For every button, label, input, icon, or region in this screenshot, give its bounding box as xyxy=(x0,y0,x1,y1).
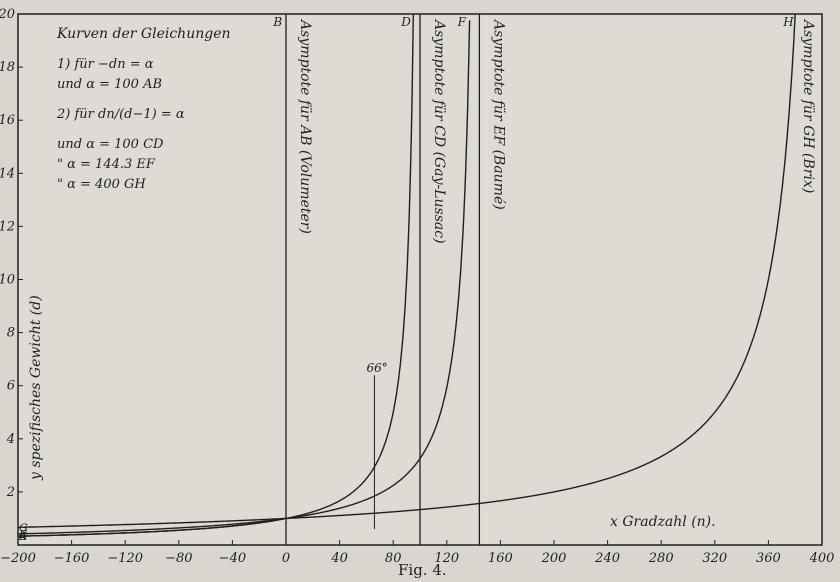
y-tick-label: 18 xyxy=(0,60,15,75)
x-tick-label: 240 xyxy=(594,551,620,566)
legend-line-3: 2) für dn/(d−1) = α xyxy=(56,107,185,122)
tick-layer: −200 −160 −120 −80 −40 0 40 80 120 160 200 240 280 32… xyxy=(0,7,834,566)
asymptote-layer: Asymptote für AB (Volumeter) Asymptote fü… xyxy=(285,14,816,545)
series-start-label: C xyxy=(19,530,28,543)
x-tick-label: −40 xyxy=(219,551,246,566)
legend-line-6: " α = 400 GH xyxy=(57,177,146,192)
x-axis-label: x Gradzahl (n). xyxy=(610,514,716,530)
asymptote-label: Asymptote für EF (Baumé) xyxy=(490,18,506,210)
chart-title: Kurven der Gleichungen xyxy=(56,26,231,42)
x-tick-label: 120 xyxy=(434,551,459,566)
asymptote-label: Asymptote für CD (Gay-Lussac) xyxy=(431,18,447,244)
x-tick-label: −200 xyxy=(0,551,36,566)
x-tick-label: 400 xyxy=(809,551,835,566)
series-end-label: B xyxy=(272,15,282,29)
series-end-label: H xyxy=(782,15,794,29)
y-tick-label: 8 xyxy=(7,326,15,341)
annotation-label: 66° xyxy=(366,361,387,375)
series-end-label: F xyxy=(457,15,467,29)
x-tick-label: 280 xyxy=(648,551,674,566)
y-tick-label: 10 xyxy=(0,273,15,288)
figure-caption: Fig. 4. xyxy=(398,561,447,579)
x-tick-label: −160 xyxy=(54,551,90,566)
annotation-layer: 66° xyxy=(366,361,388,530)
series-line-ef xyxy=(18,20,471,535)
x-tick-label: 40 xyxy=(330,551,348,566)
series-line-gh xyxy=(18,13,796,528)
x-tick-label: −120 xyxy=(107,551,143,566)
y-axis-label: y spezifisches Gewicht (d) xyxy=(28,295,44,481)
y-tick-label: 2 xyxy=(6,485,15,500)
y-tick-label: 20 xyxy=(0,7,15,22)
legend-line-4: und α = 100 CD xyxy=(57,137,164,152)
series-line-cd xyxy=(18,13,414,537)
x-tick-label: 200 xyxy=(541,551,567,566)
x-tick-label: 360 xyxy=(756,551,781,566)
y-tick-label: 4 xyxy=(6,432,15,447)
legend-line-2: und α = 100 AB xyxy=(57,77,162,92)
asymptote-label: Asymptote für AB (Volumeter) xyxy=(297,18,313,234)
x-tick-label: 0 xyxy=(282,551,290,566)
y-tick-label: 6 xyxy=(7,379,15,394)
y-tick-label: 16 xyxy=(0,113,15,128)
legend-line-1: 1) für −dn = α xyxy=(57,57,154,72)
series-start-label: E xyxy=(18,528,27,541)
x-tick-label: 160 xyxy=(488,551,513,566)
x-tick-label: 80 xyxy=(385,551,402,566)
y-tick-label: 12 xyxy=(0,219,15,234)
x-tick-label: 320 xyxy=(702,551,727,566)
asymptote-label: Asymptote für GH (Brix) xyxy=(800,18,816,193)
x-tick-label: −80 xyxy=(165,551,192,566)
legend-line-5: " α = 144.3 EF xyxy=(57,157,156,172)
series-start-label: G xyxy=(19,521,28,534)
series-end-label: D xyxy=(400,15,411,29)
y-tick-label: 14 xyxy=(0,166,15,181)
